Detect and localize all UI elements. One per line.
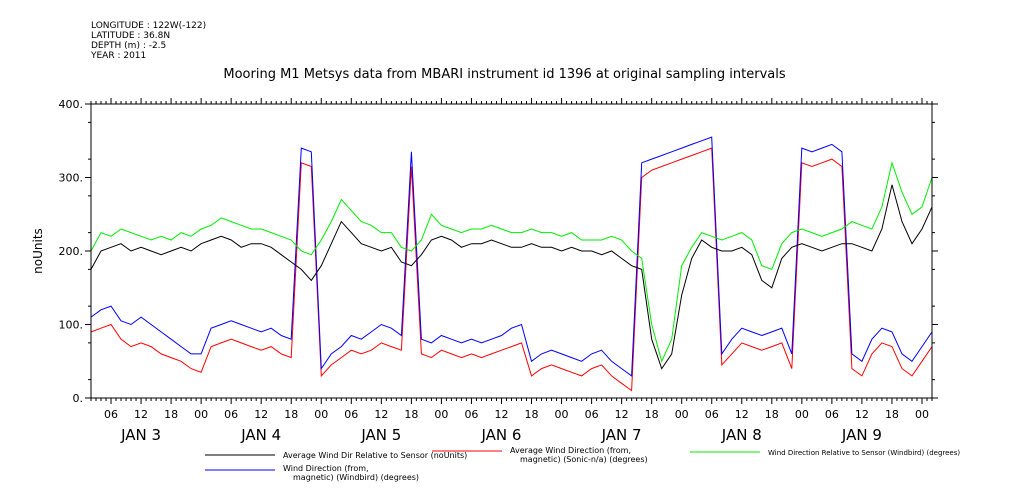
x-tick-label: 06 [224,408,238,421]
x-tick-label: 12 [374,408,388,421]
y-tick-label: 200. [59,245,84,258]
y-tick-label: 400. [59,98,84,111]
x-tick-label: 18 [885,408,899,421]
y-tick-label: 300. [59,172,84,185]
x-tick-label: 06 [344,408,358,421]
series-line-2 [90,147,933,392]
x-tick-label: 18 [525,408,539,421]
x-tick-label: 12 [134,408,148,421]
y-tick-label: 0. [73,392,84,405]
meta-depth: DEPTH (m) : -2.5 [91,41,167,51]
legend-label-1: Average Wind Dir Relative to Sensor (noU… [283,451,467,460]
x-tick-label: 12 [615,408,629,421]
x-day-label: JAN 4 [240,426,281,444]
x-tick-label: 18 [645,408,659,421]
x-day-label: JAN 8 [721,426,762,444]
series-line-4 [90,136,933,377]
legend-label-2: Average Wind Direction (from, magnetic) (… [510,446,648,464]
x-day-label: JAN 5 [360,426,401,444]
x-tick-label: 18 [404,408,418,421]
x-tick-label: 06 [705,408,719,421]
x-tick-label: 00 [795,408,809,421]
x-tick-label: 12 [494,408,508,421]
plot-frame [90,103,933,399]
x-day-label: JAN 7 [601,426,642,444]
x-tick-label: 18 [164,408,178,421]
meta-longitude: LONGITUDE : 122W(-122) [91,21,207,31]
x-tick-label: 12 [735,408,749,421]
x-tick-label: 00 [194,408,208,421]
x-tick-label: 00 [915,408,929,421]
x-tick-label: 06 [104,408,118,421]
x-tick-label: 00 [555,408,569,421]
x-tick-label: 12 [855,408,869,421]
legend-label-4: Wind Direction (from, magnetic) (Windbird… [283,464,419,482]
x-tick-label: 00 [314,408,328,421]
metadata-block: LONGITUDE : 122W(-122) LATITUDE : 36.8N … [91,21,206,61]
x-tick-label: 06 [585,408,599,421]
meta-year: YEAR : 2011 [91,51,147,61]
x-tick-label: 18 [284,408,298,421]
x-tick-label: 00 [675,408,689,421]
series-line-1 [90,184,933,370]
x-day-label: JAN 3 [120,426,161,444]
meta-latitude: LATITUDE : 36.8N [91,31,171,41]
y-tick-label: 100. [59,319,84,332]
x-day-label: JAN 6 [481,426,522,444]
x-tick-label: 06 [464,408,478,421]
x-tick-label: 00 [434,408,448,421]
x-tick-label: 06 [825,408,839,421]
legend-label-3: Wind Direction Relative to Sensor (Windb… [768,449,960,457]
series-line-3 [90,160,933,363]
chart-title: Mooring M1 Metsys data from MBARI instru… [223,67,786,82]
y-axis-label: noUnits [31,228,45,274]
x-tick-label: 18 [765,408,779,421]
x-day-label: JAN 9 [841,426,882,444]
x-tick-label: 12 [254,408,268,421]
